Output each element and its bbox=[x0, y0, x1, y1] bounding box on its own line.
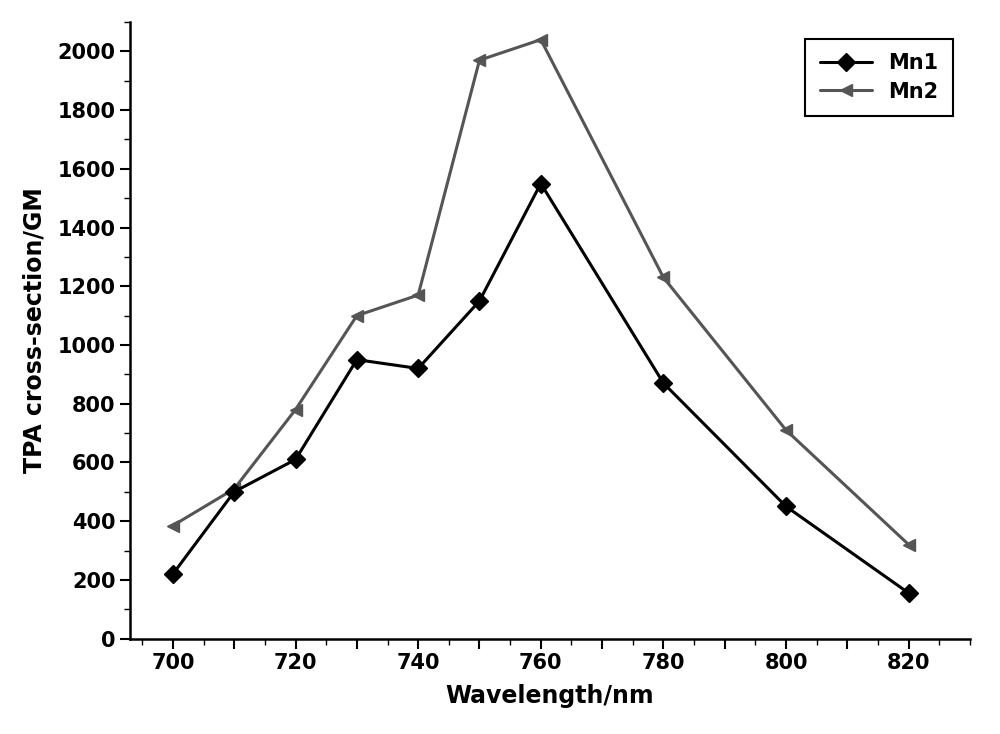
Mn1 bbox=[290, 455, 302, 464]
Mn1 bbox=[780, 502, 792, 511]
Mn2 bbox=[657, 273, 669, 282]
Mn2 bbox=[535, 35, 547, 44]
Mn1 bbox=[228, 487, 240, 496]
Line: Mn2: Mn2 bbox=[167, 33, 915, 551]
Mn1 bbox=[167, 570, 179, 578]
Mn2 bbox=[167, 521, 179, 530]
Mn2 bbox=[903, 540, 915, 549]
Mn1 bbox=[535, 179, 547, 188]
Mn1 bbox=[351, 355, 363, 364]
Mn2 bbox=[473, 56, 485, 65]
Legend: Mn1, Mn2: Mn1, Mn2 bbox=[805, 39, 953, 116]
Mn2 bbox=[412, 291, 424, 299]
Y-axis label: TPA cross-section/GM: TPA cross-section/GM bbox=[22, 187, 46, 473]
Mn1 bbox=[473, 297, 485, 305]
Mn1 bbox=[903, 589, 915, 597]
Mn2 bbox=[228, 484, 240, 493]
Mn2 bbox=[290, 405, 302, 414]
Mn2 bbox=[351, 311, 363, 320]
X-axis label: Wavelength/nm: Wavelength/nm bbox=[446, 684, 654, 708]
Mn1 bbox=[657, 379, 669, 388]
Mn2 bbox=[780, 426, 792, 435]
Line: Mn1: Mn1 bbox=[167, 177, 915, 600]
Mn1 bbox=[412, 364, 424, 373]
